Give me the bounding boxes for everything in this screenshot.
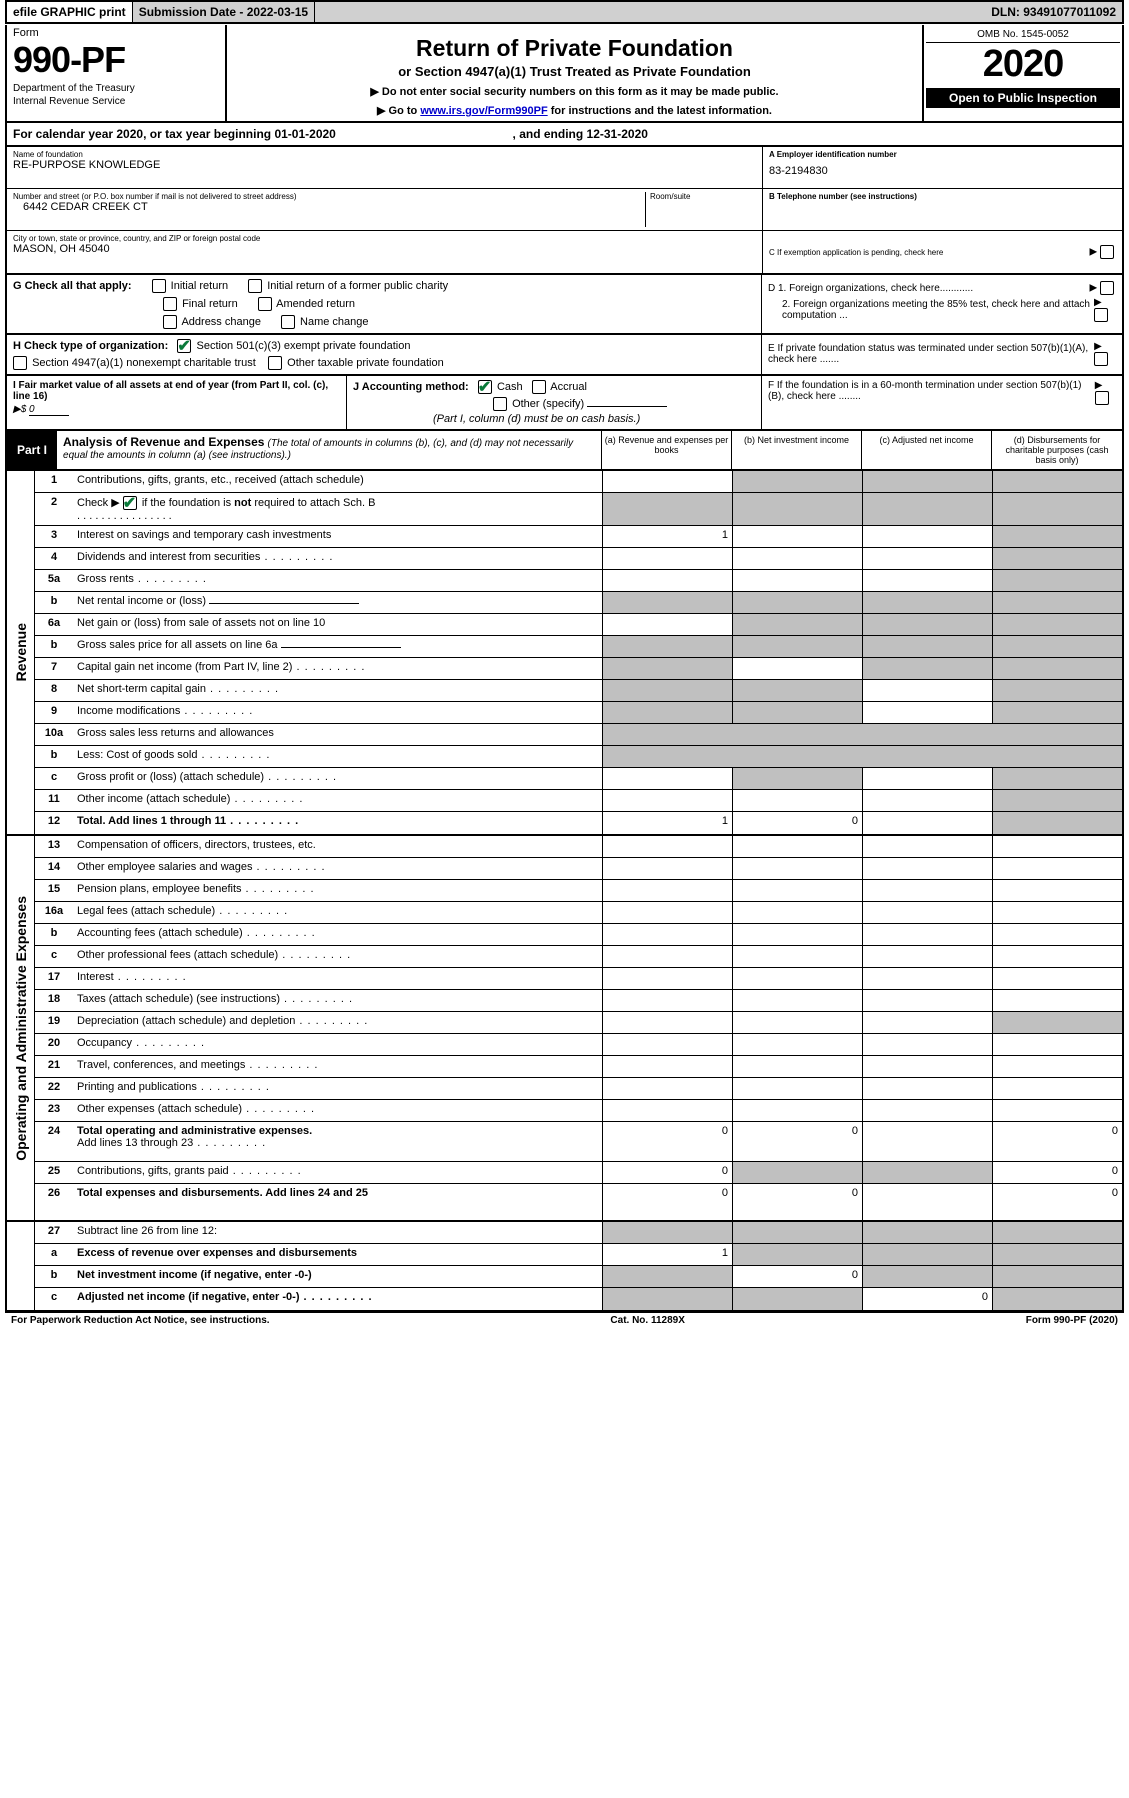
- info-block: Name of foundation RE-PURPOSE KNOWLEDGE …: [5, 147, 1124, 275]
- header-right: OMB No. 1545-0052 2020 Open to Public In…: [922, 25, 1122, 121]
- footer-left: For Paperwork Reduction Act Notice, see …: [11, 1315, 270, 1326]
- cb-initial-former[interactable]: [248, 279, 262, 293]
- omb-number: OMB No. 1545-0052: [926, 27, 1120, 43]
- cb-other-tax[interactable]: [268, 356, 282, 370]
- col-a: (a) Revenue and expenses per books: [602, 431, 732, 469]
- cb-d2[interactable]: [1094, 308, 1108, 322]
- d1-label: D 1. Foreign organizations, check here..…: [768, 283, 973, 294]
- j-note: (Part I, column (d) must be on cash basi…: [353, 413, 755, 425]
- h-e-row: H Check type of organization: Section 50…: [5, 335, 1124, 376]
- f-label: F If the foundation is in a 60-month ter…: [768, 380, 1095, 405]
- d2-label: 2. Foreign organizations meeting the 85%…: [768, 299, 1094, 321]
- revenue-sidelabel: Revenue: [7, 471, 35, 834]
- form-number: 990-PF: [13, 39, 219, 81]
- cb-d1[interactable]: [1100, 281, 1114, 295]
- tax-year: 2020: [926, 43, 1120, 86]
- line27-block: 27Subtract line 26 from line 12: aExcess…: [5, 1222, 1124, 1312]
- col-c: (c) Adjusted net income: [862, 431, 992, 469]
- foundation-name: RE-PURPOSE KNOWLEDGE: [13, 159, 756, 171]
- info-left: Name of foundation RE-PURPOSE KNOWLEDGE …: [7, 147, 762, 273]
- room-label: Room/suite: [650, 192, 756, 201]
- header-mid: Return of Private Foundation or Section …: [227, 25, 922, 121]
- form-title: Return of Private Foundation: [237, 35, 912, 62]
- open-inspection: Open to Public Inspection: [926, 88, 1120, 108]
- form-header: Form 990-PF Department of the Treasury I…: [5, 25, 1124, 123]
- ein-label: A Employer identification number: [769, 150, 1116, 159]
- cb-amended[interactable]: [258, 297, 272, 311]
- info-right: A Employer identification number 83-2194…: [762, 147, 1122, 273]
- city-label: City or town, state or province, country…: [13, 234, 756, 243]
- col-d: (d) Disbursements for charitable purpose…: [992, 431, 1122, 469]
- efile-label: efile GRAPHIC print: [7, 2, 133, 22]
- inst-1: ▶ Do not enter social security numbers o…: [237, 85, 912, 98]
- g-d-row: G Check all that apply: Initial return I…: [5, 275, 1124, 335]
- inst-2: ▶ Go to www.irs.gov/Form990PF for instru…: [237, 104, 912, 117]
- h-section: H Check type of organization: Section 50…: [7, 335, 762, 374]
- cb-f[interactable]: [1095, 391, 1109, 405]
- part1-label: Part I: [7, 431, 57, 469]
- col-b: (b) Net investment income: [732, 431, 862, 469]
- address: 6442 CEDAR CREEK CT: [13, 201, 641, 213]
- ein: 83-2194830: [769, 165, 1116, 177]
- g-label: G Check all that apply:: [13, 280, 132, 292]
- g-section: G Check all that apply: Initial return I…: [7, 275, 762, 333]
- j-section: J Accounting method: Cash Accrual Other …: [347, 376, 762, 429]
- h-label: H Check type of organization:: [13, 340, 168, 352]
- form-subtitle: or Section 4947(a)(1) Trust Treated as P…: [237, 64, 912, 79]
- city-state-zip: MASON, OH 45040: [13, 243, 756, 255]
- i-section: I Fair market value of all assets at end…: [7, 376, 347, 429]
- name-label: Name of foundation: [13, 150, 756, 159]
- page-footer: For Paperwork Reduction Act Notice, see …: [5, 1312, 1124, 1328]
- topbar: efile GRAPHIC print Submission Date - 20…: [5, 0, 1124, 24]
- cb-4947[interactable]: [13, 356, 27, 370]
- dept-1: Department of the Treasury: [13, 83, 219, 94]
- revenue-block: Revenue 1Contributions, gifts, grants, e…: [5, 471, 1124, 836]
- cb-final[interactable]: [163, 297, 177, 311]
- dept-2: Internal Revenue Service: [13, 96, 219, 107]
- d-section: D 1. Foreign organizations, check here..…: [762, 275, 1122, 333]
- irs-link[interactable]: www.irs.gov/Form990PF: [420, 105, 547, 117]
- c-checkbox[interactable]: [1100, 245, 1114, 259]
- cb-schb[interactable]: [123, 496, 137, 510]
- cb-addr-change[interactable]: [163, 315, 177, 329]
- cb-501c3[interactable]: [177, 339, 191, 353]
- addr-label: Number and street (or P.O. box number if…: [13, 192, 641, 201]
- footer-right: Form 990-PF (2020): [1026, 1315, 1118, 1326]
- i-j-f-row: I Fair market value of all assets at end…: [5, 376, 1124, 431]
- tel-label: B Telephone number (see instructions): [769, 192, 1116, 201]
- year-end: 12-31-2020: [587, 127, 648, 141]
- e-label: E If private foundation status was termi…: [768, 343, 1094, 365]
- cb-other-method[interactable]: [493, 397, 507, 411]
- cb-e[interactable]: [1094, 352, 1108, 366]
- f-section: F If the foundation is in a 60-month ter…: [762, 376, 1122, 429]
- e-section: E If private foundation status was termi…: [762, 335, 1122, 374]
- operating-sidelabel: Operating and Administrative Expenses: [7, 836, 35, 1220]
- topbar-spacer: [315, 2, 985, 22]
- form-word: Form: [13, 27, 219, 39]
- cb-name-change[interactable]: [281, 315, 295, 329]
- cb-accrual[interactable]: [532, 380, 546, 394]
- operating-block: Operating and Administrative Expenses 13…: [5, 836, 1124, 1222]
- i-arrow: ▶$: [13, 404, 26, 415]
- footer-mid: Cat. No. 11289X: [610, 1315, 684, 1326]
- dln: DLN: 93491077011092: [985, 2, 1122, 22]
- header-left: Form 990-PF Department of the Treasury I…: [7, 25, 227, 121]
- part1-header: Part I Analysis of Revenue and Expenses …: [5, 431, 1124, 471]
- i-value: 0: [29, 404, 69, 416]
- c-label: C If exemption application is pending, c…: [769, 248, 943, 257]
- part1-desc: Analysis of Revenue and Expenses (The to…: [57, 431, 602, 469]
- cb-initial[interactable]: [152, 279, 166, 293]
- calendar-year-row: For calendar year 2020, or tax year begi…: [5, 123, 1124, 147]
- cb-cash[interactable]: [478, 380, 492, 394]
- year-begin: 01-01-2020: [274, 127, 335, 141]
- submission-date: Submission Date - 2022-03-15: [133, 2, 315, 22]
